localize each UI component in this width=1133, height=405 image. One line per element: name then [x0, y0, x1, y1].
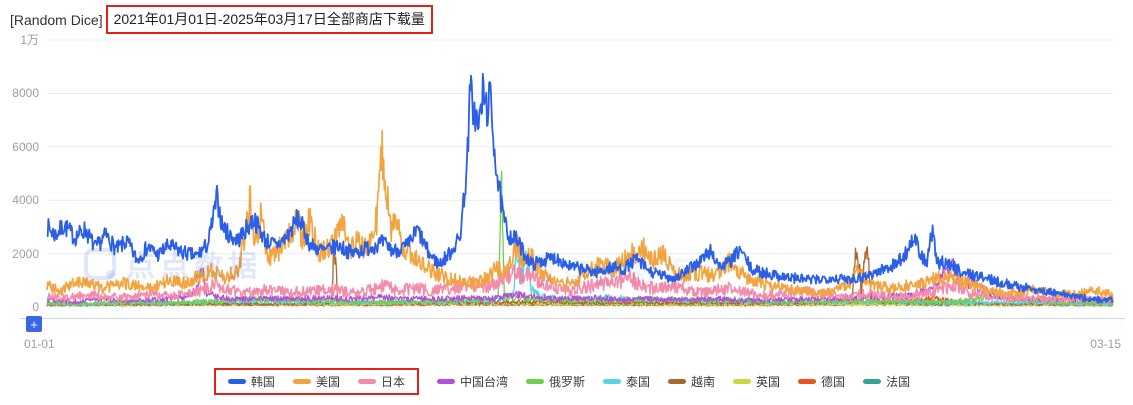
y-axis-tick-label: 2000: [12, 246, 39, 261]
legend-item-5[interactable]: 泰国: [603, 373, 650, 390]
legend-marker: [798, 379, 817, 384]
legend-marker: [357, 379, 376, 384]
series-line-1: [46, 129, 1114, 300]
annotation-legend-box: 韩国 美国 日本: [213, 368, 419, 395]
legend-marker: [603, 379, 621, 384]
legend: 韩国 美国 日本 中国台湾 俄罗斯 泰国 越南 英国 德国 法国: [0, 368, 1133, 395]
y-axis-tick-label: 6000: [12, 139, 39, 154]
legend-marker: [733, 379, 752, 384]
legend-marker: [863, 379, 882, 384]
legend-label: 日本: [380, 375, 405, 389]
legend-label: 俄罗斯: [548, 375, 585, 389]
legend-item-1[interactable]: 美国: [292, 373, 340, 390]
chart-svg[interactable]: [46, 39, 1114, 308]
datazoom-strip[interactable]: [20, 318, 1125, 333]
x-axis-end-label: 03-15: [1090, 337, 1121, 351]
legend-marker: [525, 379, 544, 384]
x-axis-start-label: 01-01: [24, 337, 55, 351]
legend-item-4[interactable]: 俄罗斯: [525, 373, 585, 390]
legend-label: 泰国: [626, 375, 651, 389]
legend-marker: [668, 379, 687, 384]
page-title: 2021年01月01日-2025年03月17日全部商店下载量: [113, 11, 425, 27]
legend-label: 越南: [691, 375, 716, 389]
legend-item-8[interactable]: 德国: [798, 373, 845, 390]
legend-item-9[interactable]: 法国: [863, 373, 910, 390]
legend-item-3[interactable]: 中国台湾: [436, 373, 508, 390]
legend-label: 法国: [886, 375, 911, 389]
legend-item-2[interactable]: 日本: [357, 373, 405, 390]
y-axis-tick-label: 0: [32, 300, 39, 314]
zoom-add-button[interactable]: +: [26, 316, 42, 332]
legend-label: 英国: [756, 375, 781, 389]
legend-marker: [292, 379, 311, 384]
y-axis-tick-label: 4000: [12, 193, 39, 208]
legend-label: 中国台湾: [459, 375, 508, 389]
series-line-2: [46, 262, 1114, 304]
legend-marker: [436, 379, 455, 384]
header: [Random Dice] 2021年01月01日-2025年03月17日全部商…: [10, 5, 433, 34]
legend-item-7[interactable]: 英国: [733, 373, 780, 390]
annotation-title-box: 2021年01月01日-2025年03月17日全部商店下载量: [105, 5, 433, 34]
legend-label: 韩国: [250, 375, 275, 389]
y-axis-tick-label: 1万: [20, 33, 39, 47]
legend-marker: [227, 379, 246, 384]
app-name: [Random Dice]: [10, 11, 103, 28]
legend-item-6[interactable]: 越南: [668, 373, 715, 390]
legend-label: 美国: [315, 375, 340, 389]
legend-label: 德国: [821, 375, 846, 389]
series-line-0: [46, 72, 1114, 304]
y-axis-tick-label: 8000: [12, 86, 39, 101]
legend-item-0[interactable]: 韩国: [227, 373, 275, 390]
y-axis-labels: 0 2000 4000 6000 8000 1万: [0, 0, 39, 340]
